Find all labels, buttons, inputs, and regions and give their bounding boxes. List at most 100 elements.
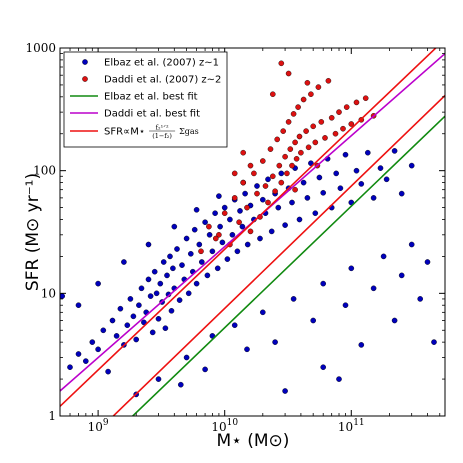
daddi-point — [269, 173, 276, 180]
legend-math-numerator: f₂¹ᐟ² — [156, 124, 169, 132]
elbaz-point — [75, 351, 82, 357]
elbaz-point — [198, 259, 205, 265]
elbaz-point — [164, 272, 170, 279]
elbaz-point — [153, 290, 160, 297]
scatter-points — [60, 60, 437, 398]
elbaz-point — [408, 162, 415, 169]
daddi-point — [285, 70, 292, 77]
daddi-point — [254, 190, 260, 197]
daddi-point — [304, 80, 311, 86]
elbaz-point — [100, 327, 107, 334]
daddi-point — [298, 149, 304, 156]
elbaz-point — [157, 280, 164, 287]
elbaz-point — [133, 336, 139, 343]
elbaz-point — [320, 364, 327, 371]
elbaz-point — [155, 376, 162, 382]
elbaz-point — [95, 346, 101, 353]
daddi-point — [251, 170, 257, 177]
fit-line-1 — [131, 115, 445, 416]
elbaz-point — [431, 339, 437, 345]
daddi-point — [240, 179, 246, 186]
elbaz-point — [219, 239, 226, 246]
elbaz-point — [296, 216, 303, 223]
elbaz-point — [257, 235, 263, 242]
elbaz-point — [136, 302, 142, 309]
elbaz-point — [342, 151, 349, 158]
elbaz-point — [193, 206, 200, 213]
daddi-point — [259, 158, 266, 164]
daddi-point — [284, 170, 290, 177]
legend: Elbaz et al. (2007) z∼1 Daddi et al. (200… — [63, 51, 228, 148]
x-axis-label: M⋆ (M⊙) — [217, 431, 290, 451]
elbaz-point — [282, 388, 288, 394]
elbaz-point — [254, 183, 260, 189]
elbaz-point — [304, 195, 311, 201]
y-tick-label: 1 — [48, 409, 56, 423]
elbaz-point — [202, 366, 208, 373]
elbaz-point — [89, 339, 96, 345]
daddi-point — [305, 144, 312, 151]
elbaz-point — [377, 165, 384, 171]
elbaz-point — [145, 276, 152, 283]
elbaz-point — [162, 325, 169, 332]
elbaz-point — [237, 208, 243, 214]
daddi-point — [292, 139, 298, 146]
daddi-point — [290, 111, 297, 117]
daddi-point — [328, 115, 335, 121]
daddi-point — [212, 235, 219, 242]
daddi-point — [269, 91, 276, 97]
y-tick-label: 1000 — [25, 41, 56, 55]
elbaz-point — [170, 265, 176, 272]
elbaz-point — [259, 309, 266, 316]
y-tick-label: 100 — [33, 164, 56, 178]
elbaz-point — [424, 259, 431, 265]
elbaz-point — [149, 329, 156, 336]
elbaz-point — [391, 317, 398, 324]
daddi-point — [292, 186, 298, 193]
daddi-point — [353, 99, 360, 106]
elbaz-point — [191, 226, 198, 233]
daddi-point — [308, 91, 314, 97]
daddi-point — [293, 155, 300, 162]
elbaz-point — [167, 253, 173, 260]
legend-label: Daddi et al. (2007) z∼2 — [104, 75, 221, 86]
elbaz-point — [268, 228, 275, 235]
elbaz-point — [204, 272, 211, 279]
daddi-point — [240, 149, 246, 156]
elbaz-point — [221, 204, 228, 211]
legend-math-term: Σgas — [179, 127, 199, 136]
elbaz-point — [391, 148, 398, 154]
daddi-point — [285, 119, 292, 125]
daddi-point — [343, 104, 350, 110]
elbaz-point — [209, 248, 216, 255]
legend-marker — [82, 59, 88, 65]
daddi-point — [315, 84, 322, 90]
daddi-point — [280, 128, 287, 134]
daddi-point — [332, 130, 339, 137]
elbaz-point — [333, 170, 340, 177]
elbaz-point — [212, 210, 218, 216]
daddi-point — [362, 95, 369, 101]
daddi-point — [247, 162, 254, 169]
elbaz-point — [185, 290, 192, 297]
daddi-point — [265, 199, 271, 206]
elbaz-point — [124, 322, 131, 329]
elbaz-point — [151, 268, 158, 275]
elbaz-point — [259, 196, 266, 203]
daddi-point — [221, 210, 228, 216]
daddi-point — [198, 248, 204, 255]
y-axis-label: SFR (M⊙ yr⁻¹) — [23, 173, 43, 291]
elbaz-point — [95, 280, 101, 287]
elbaz-point — [231, 322, 238, 329]
daddi-point — [325, 78, 332, 84]
elbaz-point — [348, 265, 355, 272]
elbaz-point — [171, 223, 178, 230]
elbaz-point — [353, 167, 360, 174]
elbaz-point — [193, 280, 200, 287]
elbaz-point — [183, 354, 190, 361]
elbaz-point — [358, 342, 365, 348]
elbaz-point — [138, 285, 145, 292]
daddi-point — [322, 135, 328, 141]
daddi-point — [340, 125, 346, 132]
